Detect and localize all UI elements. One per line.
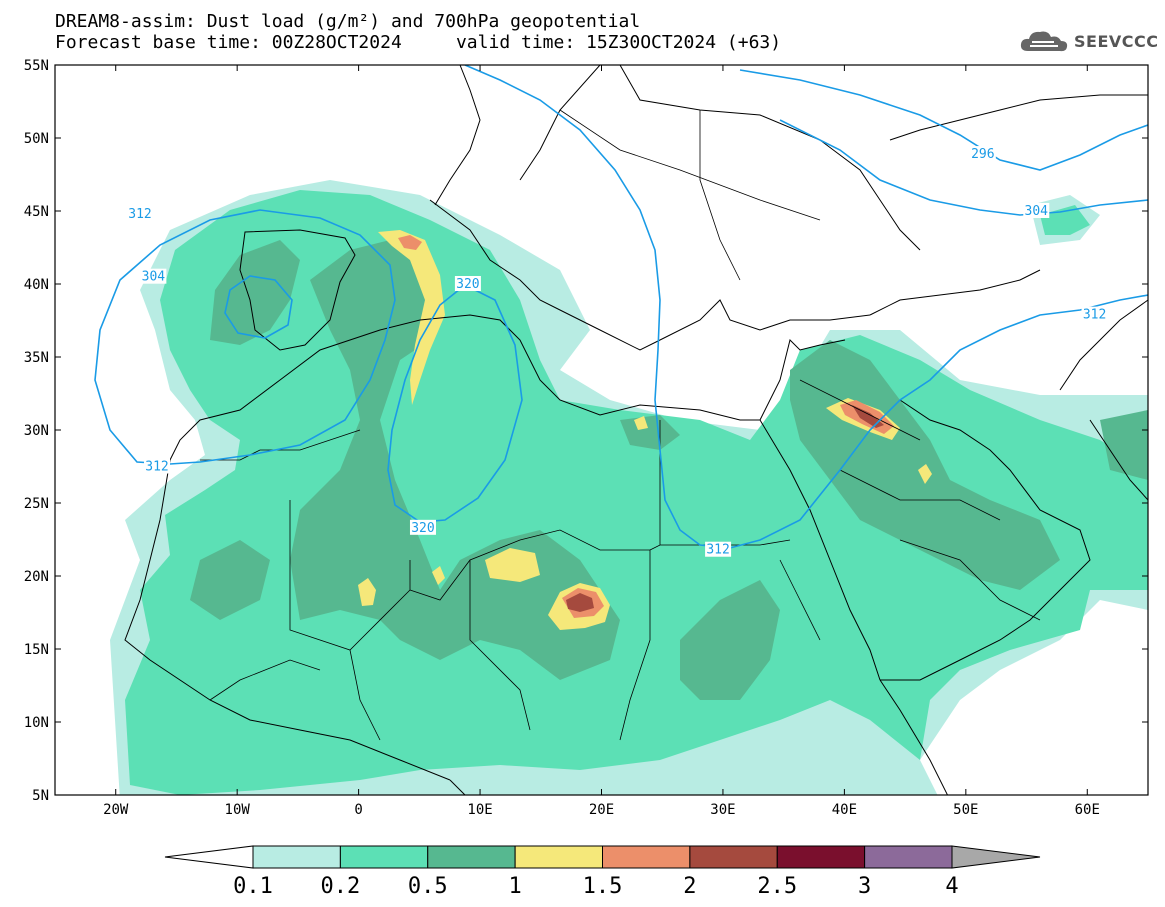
contour-label-bg [409,519,436,535]
contour-label: 312 [127,205,154,222]
map-title: DREAM8-assim: Dust load (g/m²) and 700hP… [55,11,641,32]
contour-label-bg [140,268,167,284]
contour-label-text: 312 [145,460,168,475]
colorbar-label: 2.5 [757,874,797,899]
colorbar-swatch [864,845,953,869]
lat-tick-label: 20N [24,569,49,585]
colorbar-swatch [514,845,603,869]
colorbar-label: 1 [509,874,522,899]
seevccc-logo: SEEVCCC [1018,26,1159,56]
lat-tick-label: 35N [24,350,49,366]
contour-label: 296 [969,146,996,162]
contour-label: 320 [409,519,436,536]
colorbar-swatch [427,845,516,869]
colorbar-label: 1.5 [583,874,623,899]
longitude-axis: 20W 10W 0 10E 20E 30E 40E 50E 60E [103,65,1100,818]
lon-tick-label: 10W [225,802,251,818]
contour-label-text: 304 [1025,204,1049,219]
contour-label-bg [705,541,732,557]
dust-shading-brown [566,405,884,612]
colorbar-swatch [602,845,691,869]
contour-label-bg [1023,203,1050,218]
colorbar-label: 0.5 [408,874,448,899]
lon-tick-label: 10E [467,802,492,818]
contour-label-text: 296 [971,147,994,162]
contour-label-text: 312 [706,543,729,558]
lat-tick-label: 25N [24,496,49,512]
contour-label-text: 304 [142,270,166,285]
contour-label-bg [1081,306,1108,322]
contour-label-bg [454,276,481,291]
lon-tick-label: 40E [832,802,857,818]
lat-tick-label: 40N [24,277,49,293]
lat-tick-label: 15N [24,642,49,658]
contour-label: 304 [1023,203,1050,219]
colorbar-swatch [339,845,429,869]
contour-label: 312 [705,541,732,558]
colorbar-label: 0.2 [321,874,361,899]
lon-tick-label: 50E [953,802,978,818]
contour-labels: 312 304 320 312 320 312 296 304 312 [127,146,1108,558]
lat-tick-label: 45N [24,204,49,220]
lon-tick-label: 30E [710,802,735,818]
lat-tick-label: 10N [24,715,49,731]
lat-tick-label: 55N [24,58,49,74]
forecast-time-subtitle: Forecast base time: 00Z28OCT2024 valid t… [55,32,782,53]
contour-label-text: 312 [1083,308,1106,323]
colorbar-swatch [689,845,778,869]
contour-label: 312 [144,458,171,475]
contour-label: 312 [1081,306,1108,323]
contour-label-text: 320 [411,521,434,536]
colorbar-label: 2 [683,874,696,899]
lat-tick-label: 5N [32,788,49,804]
colorbar-min-arrow [164,845,254,869]
contour-label-text: 312 [128,207,151,222]
contour-label-bg [969,146,996,162]
contour-label: 320 [454,276,481,292]
contour-label-text: 320 [456,277,479,292]
contour-label: 304 [140,268,167,285]
lat-tick-label: 30N [24,423,49,439]
lon-tick-label: 20W [103,802,129,818]
lat-tick-label: 50N [24,131,49,147]
colorbar-legend: 0.1 0.2 0.5 1 1.5 2 2.5 3 4 [164,845,1041,899]
colorbar-swatch [252,845,341,869]
colorbar-label: 4 [945,874,958,899]
colorbar-max-arrow [951,845,1041,869]
latitude-axis: 55N 50N 45N 40N 35N 30N 25N 20N 15N 10N 5N [24,58,1148,804]
lon-tick-label: 20E [589,802,614,818]
colorbar-swatch [776,845,866,869]
map-plot-area: 312 304 320 312 320 312 296 304 312 [55,65,1148,795]
lon-tick-label: 60E [1075,802,1100,818]
cloud-icon [1020,31,1068,52]
colorbar-label: 0.1 [233,874,273,899]
contour-label-bg [127,205,154,221]
country-borders [200,109,1041,741]
lon-tick-label: 0 [354,802,362,818]
contour-label-bg [144,458,171,474]
colorbar-label: 3 [858,874,871,899]
logo-text: SEEVCCC [1074,31,1159,51]
